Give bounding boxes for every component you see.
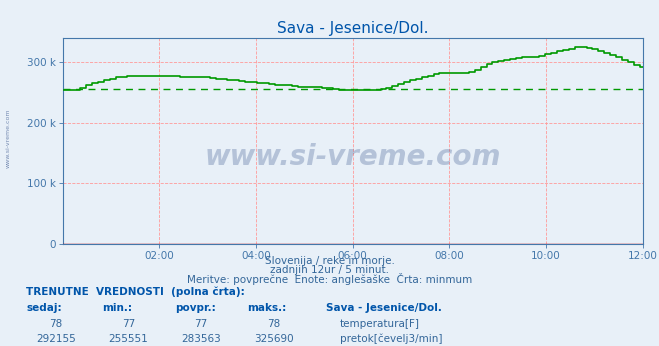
Text: pretok[čevelj3/min]: pretok[čevelj3/min]: [340, 333, 443, 344]
Text: zadnjih 12ur / 5 minut.: zadnjih 12ur / 5 minut.: [270, 265, 389, 275]
Text: www.si-vreme.com: www.si-vreme.com: [204, 144, 501, 172]
Text: Slovenija / reke in morje.: Slovenija / reke in morje.: [264, 256, 395, 266]
Title: Sava - Jesenice/Dol.: Sava - Jesenice/Dol.: [277, 20, 428, 36]
Text: maks.:: maks.:: [247, 303, 287, 313]
Text: povpr.:: povpr.:: [175, 303, 215, 313]
Text: sedaj:: sedaj:: [26, 303, 62, 313]
Text: Meritve: povprečne  Enote: anglešaške  Črta: minmum: Meritve: povprečne Enote: anglešaške Črt…: [187, 273, 472, 285]
Text: 325690: 325690: [254, 334, 293, 344]
Text: TRENUTNE  VREDNOSTI  (polna črta):: TRENUTNE VREDNOSTI (polna črta):: [26, 286, 245, 297]
Text: www.si-vreme.com: www.si-vreme.com: [5, 109, 11, 168]
Text: 78: 78: [49, 319, 63, 329]
Text: temperatura[F]: temperatura[F]: [340, 319, 420, 329]
Text: 255551: 255551: [109, 334, 148, 344]
Text: 77: 77: [122, 319, 135, 329]
Text: min.:: min.:: [102, 303, 132, 313]
Text: 77: 77: [194, 319, 208, 329]
Text: 283563: 283563: [181, 334, 221, 344]
Text: 78: 78: [267, 319, 280, 329]
Text: Sava - Jesenice/Dol.: Sava - Jesenice/Dol.: [326, 303, 442, 313]
Text: 292155: 292155: [36, 334, 76, 344]
